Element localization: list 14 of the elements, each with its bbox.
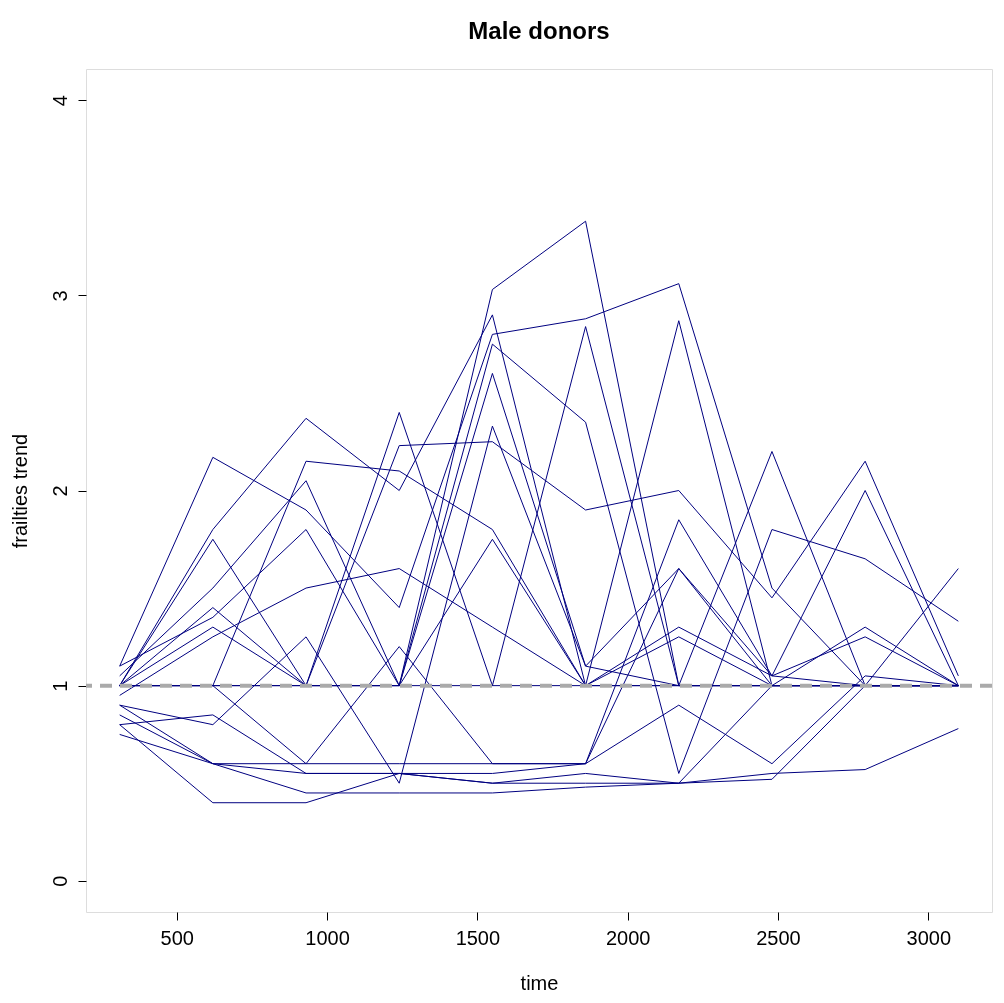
y-axis-title: frailties trend <box>8 433 31 549</box>
y-tick-label: 0 <box>48 875 71 887</box>
x-axis-title: time <box>520 971 559 994</box>
x-tick-label: 2500 <box>756 926 801 949</box>
chart-title: Male donors <box>468 17 610 44</box>
x-tick-label: 2000 <box>605 926 651 949</box>
x-tick-label: 3000 <box>906 926 952 949</box>
y-tick-label: 2 <box>48 485 71 497</box>
x-tick-label: 1000 <box>305 926 350 949</box>
y-tick-label: 3 <box>48 290 71 302</box>
y-tick-label: 1 <box>48 680 71 692</box>
x-tick-label: 500 <box>160 926 194 949</box>
x-tick-label: 1500 <box>455 926 501 949</box>
y-tick-label: 4 <box>48 95 71 107</box>
